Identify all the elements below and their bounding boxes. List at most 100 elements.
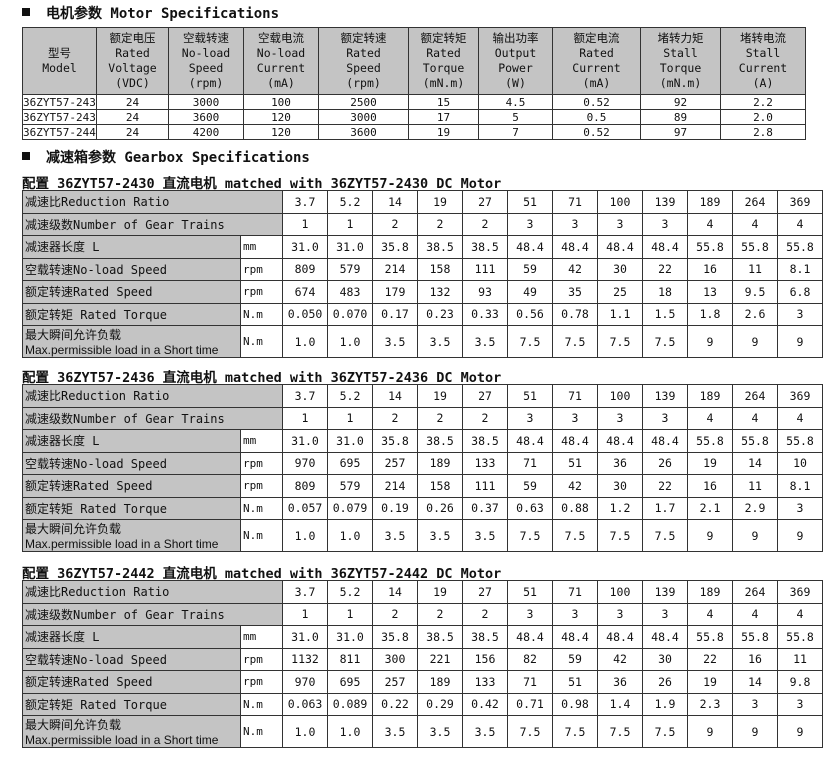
value-cell: 0.057 [282, 496, 328, 520]
value-cell: 156 [462, 647, 508, 671]
label-line: 额定转矩 Rated Torque [25, 307, 167, 322]
value-cell: 48.4 [597, 625, 643, 649]
value-cell: 49 [507, 280, 553, 304]
value-cell: 7.5 [507, 325, 553, 358]
table-row: 最大瞬间允许负载 Max.permissible load in a Short … [22, 325, 823, 358]
value-cell: 19 [417, 384, 463, 408]
header-line: (VDC) [115, 76, 150, 90]
value-cell: 158 [417, 257, 463, 281]
value-cell: 42 [552, 257, 598, 281]
value-cell: 189 [417, 451, 463, 475]
value-cell: 695 [327, 451, 373, 475]
value-cell: 55.8 [777, 625, 823, 649]
gearbox-title: 配置 36ZYT57-2436 直流电机 matched with 36ZYT5… [22, 370, 502, 386]
label-line: Max.permissible load in a Short time [25, 733, 219, 747]
value-cell: 9 [732, 519, 778, 552]
value-cell: 0.37 [462, 496, 508, 520]
value-cell: 2.8 [720, 124, 806, 140]
value-cell: 42 [597, 647, 643, 671]
model-cell: 36ZYT57-2430 [22, 94, 97, 110]
value-cell: 22 [642, 474, 688, 498]
header-cell: 额定电压 Rated Voltage (VDC) [96, 27, 169, 95]
value-cell: 179 [372, 280, 418, 304]
header-line: (mN.m) [422, 76, 465, 90]
row-label: 空载转速No-load Speed [22, 451, 241, 475]
value-cell: 7 [478, 124, 553, 140]
value-cell: 38.5 [462, 235, 508, 259]
value-cell: 14 [732, 451, 778, 475]
value-cell: 4 [777, 406, 823, 430]
value-cell: 3 [597, 602, 643, 626]
value-cell: 0.17 [372, 302, 418, 326]
value-cell: 2 [372, 406, 418, 430]
value-cell: 111 [462, 257, 508, 281]
value-cell: 31.0 [327, 235, 373, 259]
header-line: Current [738, 61, 788, 75]
section-title: 减速箱参数 Gearbox Specifications [46, 150, 310, 166]
value-cell: 19 [417, 190, 463, 214]
label-line: 空载转速No-load Speed [25, 652, 167, 667]
value-cell: 48.4 [597, 235, 643, 259]
section-heading: 电机参数 Motor Specifications [22, 3, 279, 23]
value-cell: 3 [732, 692, 778, 716]
value-cell: 31.0 [327, 429, 373, 453]
unit-cell: N.m [240, 519, 283, 552]
label-line: Max.permissible load in a Short time [25, 537, 219, 551]
unit-cell: N.m [240, 715, 283, 748]
table-row: 减速比Reduction Ratio 3.7 5.2 14 19 27 51 71 100 139… [22, 384, 823, 408]
table-row: 额定转速Rated Speed rpm 970 695 257 189 133 71 51 36 2… [22, 670, 823, 694]
value-cell: 3 [777, 692, 823, 716]
header-line: 型号 [48, 46, 71, 60]
gearbox-table: 减速比Reduction Ratio 3.7 5.2 14 19 27 51 71 100 139… [22, 580, 823, 748]
value-cell: 970 [282, 670, 328, 694]
value-cell: 9 [732, 715, 778, 748]
table-row: 最大瞬间允许负载 Max.permissible load in a Short … [22, 715, 823, 748]
unit-cell: N.m [240, 302, 283, 326]
value-cell: 16 [732, 647, 778, 671]
label-line: 减速器长度 L [25, 630, 100, 645]
value-cell: 2 [462, 212, 508, 236]
value-cell: 100 [243, 94, 319, 110]
value-cell: 0.52 [552, 124, 641, 140]
value-cell: 24 [96, 109, 169, 125]
value-cell: 2 [372, 602, 418, 626]
value-cell: 133 [462, 670, 508, 694]
value-cell: 3.7 [282, 580, 328, 604]
value-cell: 3600 [168, 109, 244, 125]
header-line: Rated [115, 46, 150, 60]
value-cell: 214 [372, 474, 418, 498]
unit-cell: mm [240, 429, 283, 453]
value-cell: 3 [507, 406, 553, 430]
header-cell: 堵转力矩 Stall Torque (mN.m) [640, 27, 721, 95]
header-line: Torque [659, 61, 702, 75]
value-cell: 51 [552, 670, 598, 694]
table-row: 减速级数Number of Gear Trains 1 1 2 2 2 3 3 3 3 4 4 4 [22, 212, 823, 236]
value-cell: 14 [372, 190, 418, 214]
header-line: (W) [505, 76, 526, 90]
header-line: Current [256, 61, 306, 75]
value-cell: 16 [687, 474, 733, 498]
value-cell: 3 [597, 212, 643, 236]
value-cell: 30 [642, 647, 688, 671]
value-cell: 7.5 [507, 715, 553, 748]
value-cell: 19 [417, 580, 463, 604]
section-heading: 减速箱参数 Gearbox Specifications [22, 147, 310, 167]
value-cell: 9.5 [732, 280, 778, 304]
header-cell: 额定转速 Rated Speed (rpm) [318, 27, 409, 95]
value-cell: 31.0 [327, 625, 373, 649]
value-cell: 55.8 [687, 625, 733, 649]
value-cell: 7.5 [642, 715, 688, 748]
value-cell: 5 [478, 109, 553, 125]
value-cell: 7.5 [597, 715, 643, 748]
value-cell: 4 [687, 406, 733, 430]
value-cell: 48.4 [507, 429, 553, 453]
header-cell: 额定转矩 Rated Torque (mN.m) [408, 27, 479, 95]
value-cell: 19 [687, 670, 733, 694]
value-cell: 16 [687, 257, 733, 281]
table-row: 空载转速No-load Speed rpm 1132 811 300 221 156 82 59… [22, 647, 823, 671]
label-line: 减速级数Number of Gear Trains [25, 607, 225, 622]
value-cell: 100 [597, 190, 643, 214]
header-line: 额定转矩 [420, 31, 467, 45]
unit-cell: N.m [240, 692, 283, 716]
